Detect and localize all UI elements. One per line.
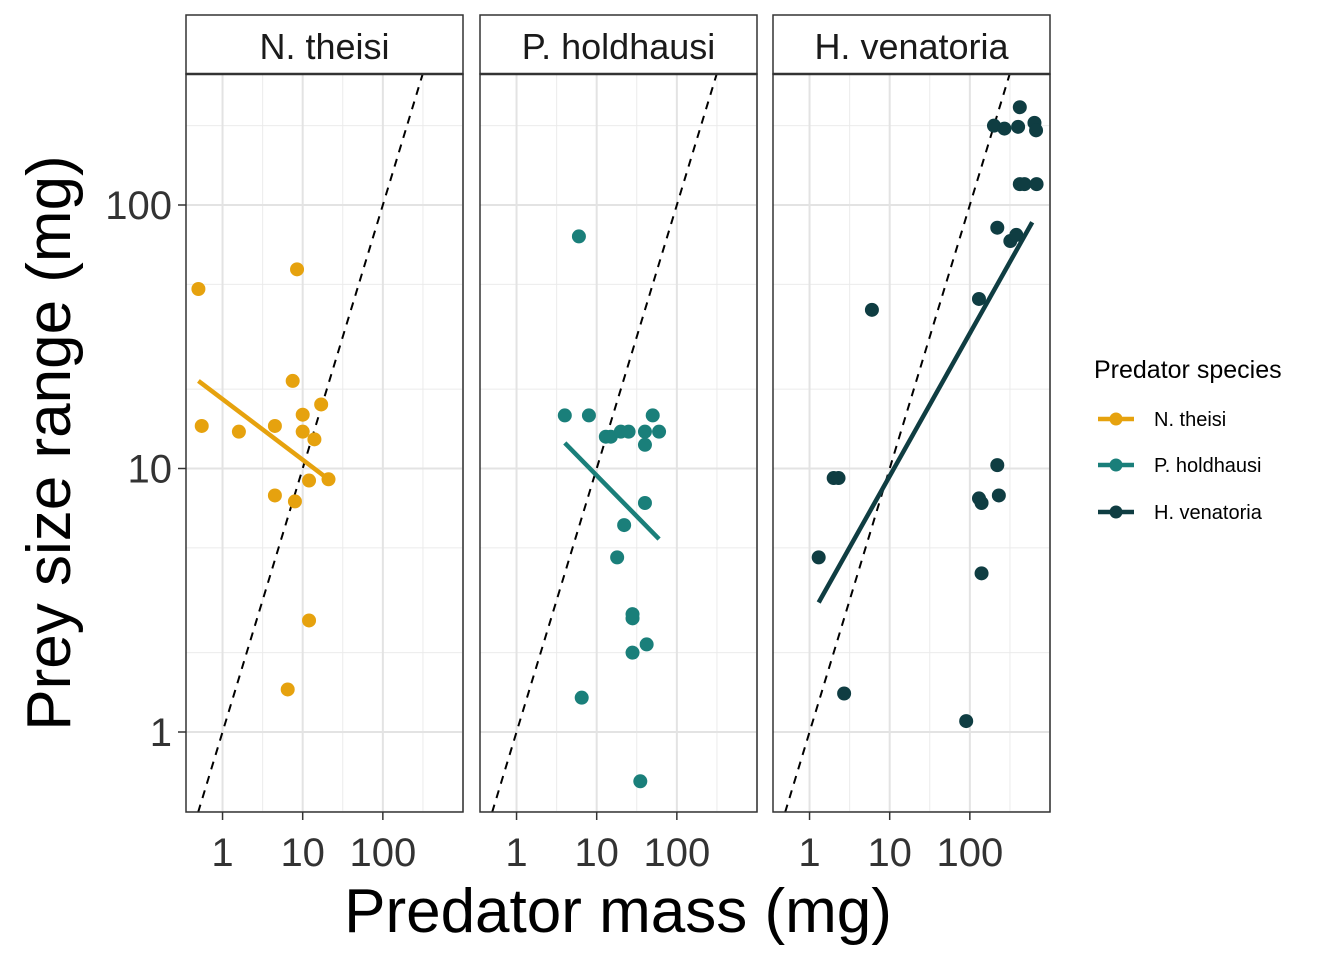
data-point [1012, 100, 1027, 115]
data-point [194, 418, 209, 433]
facet-strip-label: P. holdhausi [522, 26, 716, 67]
data-point [557, 408, 572, 423]
data-point [617, 518, 632, 533]
fit-line [563, 441, 661, 541]
data-point [639, 637, 654, 652]
data-point [290, 262, 305, 277]
data-point [285, 373, 300, 388]
legend-entry-label: H. venatoria [1154, 502, 1263, 524]
data-point [633, 774, 648, 789]
x-tick-label: 100 [643, 831, 710, 875]
facet-strip-label: N. theisi [259, 26, 389, 67]
data-point [571, 229, 586, 244]
data-point [637, 437, 652, 452]
data-point [302, 613, 317, 628]
data-point [574, 690, 589, 705]
y-axis-title: Prey size range (mg) [15, 155, 84, 730]
data-point [974, 495, 989, 510]
data-point [581, 408, 596, 423]
data-point [1009, 227, 1024, 242]
data-point [191, 281, 206, 296]
data-point [267, 418, 282, 433]
data-point [637, 495, 652, 510]
panel-contents [491, 74, 718, 812]
panel-contents [191, 74, 424, 812]
x-tick-label: 100 [349, 831, 416, 875]
facet-strip [772, 14, 1051, 75]
reference-line-1to1 [491, 74, 718, 812]
data-point [637, 424, 652, 439]
data-point [295, 407, 310, 422]
data-point [625, 611, 640, 626]
data-point [1017, 177, 1032, 192]
facet-panel: H. venatoria 1 10 100 [772, 14, 1051, 875]
data-point [302, 473, 317, 488]
data-point [997, 121, 1012, 136]
data-point [621, 424, 636, 439]
data-point [974, 566, 989, 581]
data-point [991, 488, 1006, 503]
data-point [610, 550, 625, 565]
data-point [287, 494, 302, 509]
x-tick-label: 1 [505, 831, 527, 875]
data-point [959, 714, 974, 729]
y-tick-label: 100 [105, 184, 172, 228]
legend-entry-label: P. holdhausi [1154, 455, 1262, 477]
y-tick-label: 1 [150, 711, 172, 755]
reference-line-1to1 [784, 74, 1011, 812]
panel-background [773, 74, 1050, 812]
facet-strip-label: H. venatoria [814, 26, 1009, 67]
legend: Predator species N. theisi P. holdhausi H.… [1094, 356, 1282, 524]
data-point [1029, 123, 1044, 138]
data-point [652, 424, 667, 439]
x-tick-label: 10 [574, 831, 619, 875]
legend-key-point [1109, 505, 1123, 519]
x-tick-label: 100 [936, 831, 1003, 875]
x-tick-label: 1 [798, 831, 820, 875]
x-tick-label: 10 [280, 831, 325, 875]
data-point [990, 220, 1005, 235]
data-point [864, 302, 879, 317]
panel-background [480, 74, 757, 812]
legend-entry-label: N. theisi [1154, 409, 1226, 431]
fit-line [197, 379, 329, 480]
data-point [971, 291, 986, 306]
legend-title: Predator species [1094, 356, 1282, 384]
facet-strip [185, 14, 464, 75]
panel-contents [784, 74, 1044, 812]
reference-line-1to1 [197, 74, 424, 812]
x-tick-label: 10 [867, 831, 912, 875]
facet-strip [479, 14, 758, 75]
panel-background [186, 74, 463, 812]
data-point [307, 432, 322, 447]
data-point [990, 458, 1005, 473]
data-point [267, 488, 282, 503]
data-point [295, 424, 310, 439]
legend-key-point [1109, 412, 1123, 426]
data-point [625, 645, 640, 660]
data-point [314, 397, 329, 412]
data-point [811, 550, 826, 565]
y-tick-label: 10 [128, 448, 173, 492]
legend-key-point [1109, 458, 1123, 472]
facet-panel: P. holdhausi 1 10 100 [479, 14, 758, 875]
data-point [645, 408, 660, 423]
data-point [1029, 177, 1044, 192]
data-point [837, 686, 852, 701]
data-point [1011, 119, 1026, 134]
facet-panel: N. theisi 1 10 100 [185, 14, 464, 875]
fit-line [816, 221, 1035, 604]
data-point [280, 682, 295, 697]
x-axis-title: Predator mass (mg) [344, 877, 892, 946]
x-tick-label: 1 [211, 831, 233, 875]
data-point [831, 471, 846, 486]
data-point [231, 424, 246, 439]
